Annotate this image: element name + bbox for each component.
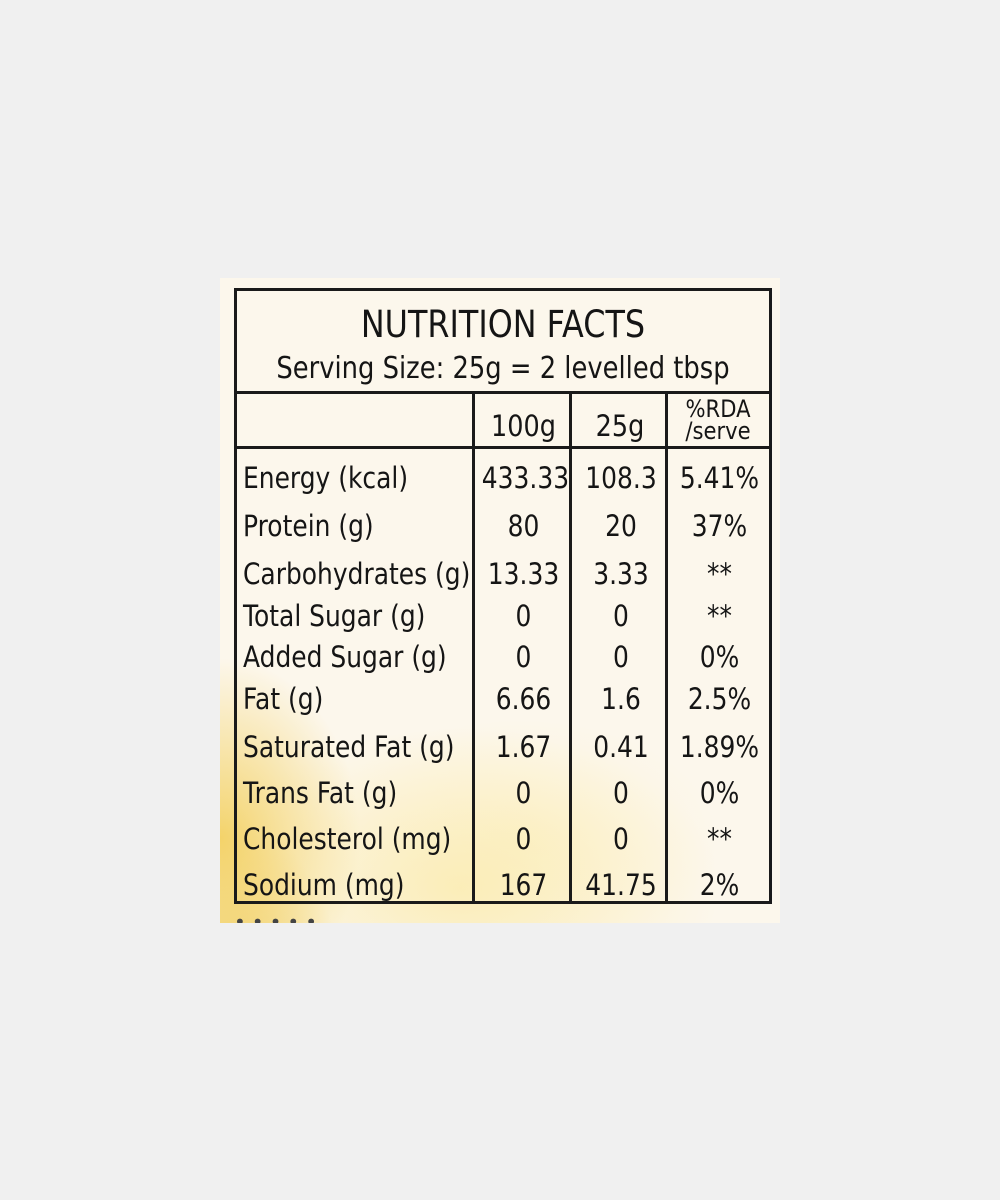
value-100g: 0 xyxy=(515,599,532,633)
value-rda: 2% xyxy=(699,868,740,902)
nutrient-name: Added Sugar (g) xyxy=(243,640,447,674)
table-row: Added Sugar (g) 0 0 0% xyxy=(237,637,769,677)
table-row: Carbohydrates (g) 13.33 3.33 ** xyxy=(237,554,769,594)
table-row: Trans Fat (g) 0 0 0% xyxy=(237,773,769,813)
column-header-100g: 100g xyxy=(491,409,556,443)
nutrient-name: Saturated Fat (g) xyxy=(243,730,455,764)
nutrient-name: Total Sugar (g) xyxy=(243,599,426,633)
value-100g: 167 xyxy=(499,868,548,902)
value-100g: 433.33 xyxy=(481,461,570,495)
nutrient-name: Sodium (mg) xyxy=(243,868,405,902)
value-100g: 80 xyxy=(507,509,540,543)
value-rda: 5.41% xyxy=(679,461,760,495)
value-rda: 2.5% xyxy=(687,682,752,716)
nutrient-name: Fat (g) xyxy=(243,682,324,716)
column-header-rda: %RDA /serve xyxy=(673,395,763,445)
value-rda: ** xyxy=(707,557,732,591)
serving-size: Serving Size: 25g = 2 levelled tbsp xyxy=(276,351,730,386)
nutrient-name: Protein (g) xyxy=(243,509,374,543)
value-25g: 108.3 xyxy=(585,461,657,495)
value-rda: ** xyxy=(707,822,732,856)
rda-header-line1: %RDA xyxy=(685,395,751,423)
label-paper: NUTRITION FACTS Serving Size: 25g = 2 le… xyxy=(220,278,780,923)
table-title: NUTRITION FACTS xyxy=(360,303,646,346)
table-header: NUTRITION FACTS Serving Size: 25g = 2 le… xyxy=(237,291,769,394)
nutrient-name: Cholesterol (mg) xyxy=(243,822,452,856)
table-row: Fat (g) 6.66 1.6 2.5% xyxy=(237,679,769,719)
value-100g: 0 xyxy=(515,640,532,674)
rda-header-line2: /serve xyxy=(685,417,751,445)
value-25g: 20 xyxy=(605,509,637,543)
table-row: Saturated Fat (g) 1.67 0.41 1.89% xyxy=(237,727,769,767)
column-divider xyxy=(569,394,572,901)
value-100g: 0 xyxy=(515,822,532,856)
value-rda: 37% xyxy=(691,509,748,543)
cut-off-footnote: ••••• xyxy=(234,910,323,923)
column-header-25g: 25g xyxy=(595,409,645,443)
value-25g: 0.41 xyxy=(593,730,649,764)
value-100g: 1.67 xyxy=(495,730,552,764)
value-25g: 0 xyxy=(613,822,629,856)
value-rda: 0% xyxy=(699,776,740,810)
nutrient-name: Carbohydrates (g) xyxy=(243,557,471,591)
value-100g: 13.33 xyxy=(487,557,560,591)
column-divider xyxy=(472,394,475,901)
value-25g: 3.33 xyxy=(593,557,649,591)
nutrition-facts-table: NUTRITION FACTS Serving Size: 25g = 2 le… xyxy=(234,288,772,904)
nutrient-name: Energy (kcal) xyxy=(243,461,409,495)
value-25g: 0 xyxy=(613,599,629,633)
value-rda: 1.89% xyxy=(679,730,760,764)
value-25g: 1.6 xyxy=(601,682,641,716)
table-row: Total Sugar (g) 0 0 ** xyxy=(237,596,769,636)
value-25g: 0 xyxy=(613,640,629,674)
value-100g: 6.66 xyxy=(495,682,552,716)
column-header-divider xyxy=(237,446,769,449)
value-25g: 41.75 xyxy=(585,868,657,902)
table-row: Energy (kcal) 433.33 108.3 5.41% xyxy=(237,458,769,498)
nutrient-name: Trans Fat (g) xyxy=(243,776,398,810)
table-row: Cholesterol (mg) 0 0 ** xyxy=(237,819,769,859)
value-100g: 0 xyxy=(515,776,532,810)
table-row: Sodium (mg) 167 41.75 2% xyxy=(237,865,769,905)
value-rda: 0% xyxy=(699,640,740,674)
value-rda: ** xyxy=(707,599,732,633)
value-25g: 0 xyxy=(613,776,629,810)
table-row: Protein (g) 80 20 37% xyxy=(237,506,769,546)
column-divider xyxy=(665,394,668,901)
